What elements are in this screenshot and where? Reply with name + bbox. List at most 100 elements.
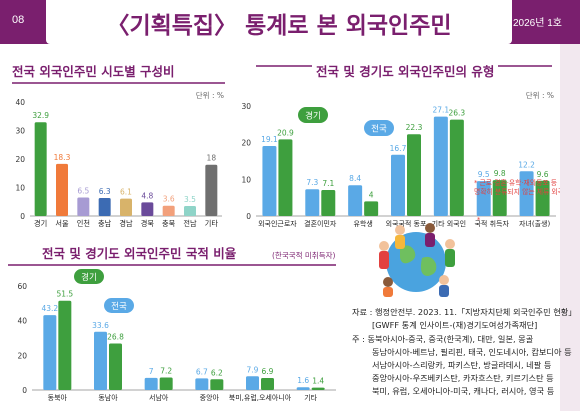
- chart2-category-label: 유학생: [353, 219, 372, 228]
- chart2-data-label: 16.7: [390, 144, 407, 153]
- chart3-data-label: 7: [149, 367, 154, 376]
- chart2-footnote-line2: 명확히 분류되지 않는 체류 외국인: [474, 187, 560, 196]
- chart2-data-label: 9.6: [537, 170, 549, 179]
- chart3-category-label: 북미,유럽,오세아니아: [229, 393, 292, 402]
- chart3-data-label: 43.2: [41, 304, 58, 313]
- chart2-bar: [433, 116, 448, 216]
- chart3-title: 전국 및 경기도 외국인주민 국적 비율: [42, 246, 237, 261]
- callout-nation-3: 전국: [104, 298, 134, 313]
- svg-text:전국: 전국: [371, 124, 387, 135]
- svg-text:경기: 경기: [81, 272, 97, 283]
- chart-nationality-ratio: 전국 및 경기도 외국인주민 국적 비율 (한국국적 미취득자) 0 20 40 60…: [8, 246, 336, 402]
- title-bar: [46, 0, 512, 44]
- chart1-unit-label: 단위 : %: [196, 90, 224, 100]
- chart3-data-label: 1.6: [297, 376, 309, 385]
- chart3-ytick: 60: [17, 282, 27, 291]
- chart3-bar: [144, 377, 158, 390]
- chart1-title: 전국 외국인주민 시도별 구성비: [12, 64, 175, 79]
- chart1-ytick: 30: [15, 127, 25, 136]
- chart3-bar: [159, 377, 173, 390]
- chart1-bar: [162, 205, 175, 216]
- chart2-category-label: 국적 취득자: [474, 219, 509, 228]
- chart2-ytick: 0: [246, 212, 251, 221]
- chart1-category-label: 충북: [162, 219, 176, 228]
- chart3-bar: [109, 343, 122, 390]
- chart3-bar: [210, 379, 224, 390]
- chart2-data-label: 12.2: [518, 160, 535, 169]
- chart1-bar: [56, 163, 68, 216]
- chart1-bar: [205, 164, 218, 216]
- chart1-category-label: 인천: [77, 219, 90, 228]
- chart2-axis: 0 10 20 30: [241, 102, 556, 221]
- chart2-bar: [535, 180, 550, 216]
- chart3-bar: [261, 378, 274, 390]
- chart2-bar: [364, 201, 379, 216]
- chart3-ytick: 40: [17, 317, 27, 326]
- right-decor-band: [560, 44, 580, 411]
- chart1-ytick: 20: [15, 155, 25, 164]
- chart2-category-label: 외국국적 동포: [386, 219, 427, 228]
- source-line2: [GWFF 통계 인사이트-(재)경기도여성가족재단]: [372, 320, 538, 330]
- source-line1: 자료 : 행정안전부. 2023. 11.「지방자치단체 외국인주민 현황」: [352, 307, 577, 317]
- chart2-footnote-line1: * 근로·결혼·유학·재외동포 등: [474, 178, 557, 187]
- chart3-category-label: 중앙아: [200, 393, 220, 402]
- chart3-category-label: 서남아: [149, 393, 169, 402]
- chart3-bar: [311, 387, 325, 390]
- chart1-category-label: 전남: [183, 219, 197, 228]
- chart2-bar: [391, 154, 405, 216]
- chart1-bar: [184, 206, 196, 216]
- chart2-bar: [407, 134, 421, 216]
- chart2-data-label: 9.5: [478, 170, 490, 179]
- chart1-category-label: 서울: [55, 219, 69, 228]
- chart1-bar: [120, 198, 132, 216]
- chart3-bar: [246, 376, 259, 390]
- chart2-data-label: 9.8: [494, 169, 506, 178]
- chart2-data-label: 8.4: [349, 174, 361, 183]
- chart3-data-label: 26.8: [107, 333, 124, 342]
- note-line2: 동남아시아-베트남, 필리핀, 태국, 인도네시아, 캄보디아 등: [372, 347, 572, 357]
- chart2-title: 전국 및 경기도 외국인주민의 유형: [316, 64, 494, 79]
- svg-text:경기: 경기: [305, 111, 321, 122]
- chart1-ytick: 40: [15, 98, 25, 107]
- chart3-data-label: 33.6: [92, 321, 109, 330]
- chart1-data-label: 4.8: [141, 191, 153, 200]
- chart-resident-types: 전국 및 경기도 외국인주민의 유형 단위 : % 0 10 20 30 19.120…: [241, 64, 560, 228]
- callout-nation-2: 전국: [364, 120, 394, 136]
- chart3-category-label: 기타: [304, 393, 317, 402]
- chart1-category-label: 경기: [34, 219, 47, 228]
- chart2-asterisk: *: [477, 216, 481, 224]
- chart3-bar: [43, 315, 57, 390]
- callout-gyeonggi-2: 경기: [298, 107, 328, 123]
- page-number: 08: [12, 14, 25, 26]
- chart3-bar: [58, 300, 72, 390]
- chart1-data-label: 6.3: [99, 187, 111, 196]
- chart2-data-label: 22.3: [406, 123, 423, 132]
- chart3-bar: [296, 387, 310, 390]
- chart2-unit-label: 단위 : %: [526, 90, 554, 100]
- chart1-data-label: 6.5: [77, 186, 89, 195]
- chart2-data-label: 19.1: [261, 135, 278, 144]
- chart2-category-label: 외국인근로자: [258, 219, 297, 228]
- chart2-bar: [519, 171, 534, 216]
- chart2-ytick: 10: [241, 175, 251, 184]
- chart2-bar: [262, 145, 277, 216]
- chart2-data-label: 20.9: [277, 128, 294, 137]
- chart3-data-label: 7.2: [160, 367, 172, 376]
- chart2-ytick: 30: [241, 102, 251, 111]
- note-line5: 북미, 유럽, 오세아니아-미국, 캐나다, 러시아, 영국 등: [372, 386, 555, 396]
- callout-gyeonggi-3: 경기: [74, 269, 104, 284]
- chart3-ytick: 20: [17, 351, 27, 360]
- chart2-category-label: 자녀(출생): [519, 219, 550, 228]
- chart1-data-label: 32.9: [32, 111, 49, 120]
- chart1-bar: [34, 122, 47, 216]
- chart1-data-label: 3.6: [163, 195, 175, 204]
- chart2-data-label: 26.3: [449, 109, 466, 118]
- chart2-category-label: 기타 외국인: [432, 219, 466, 228]
- chart3-category-label: 동북아: [48, 393, 68, 402]
- chart2-bar: [278, 139, 293, 216]
- chart1-category-label: 경북: [141, 219, 155, 228]
- chart1-bars: 32.9 경기 18.3 서울 6.5 인천 6.3 충남 6.1 경남 4.8 경북 3.6 충북 3.5…: [32, 111, 218, 228]
- globe-people-illustration: [379, 223, 455, 297]
- chart3-data-label: 7.9: [247, 365, 259, 374]
- issue-label: 2026년 1호: [513, 18, 562, 29]
